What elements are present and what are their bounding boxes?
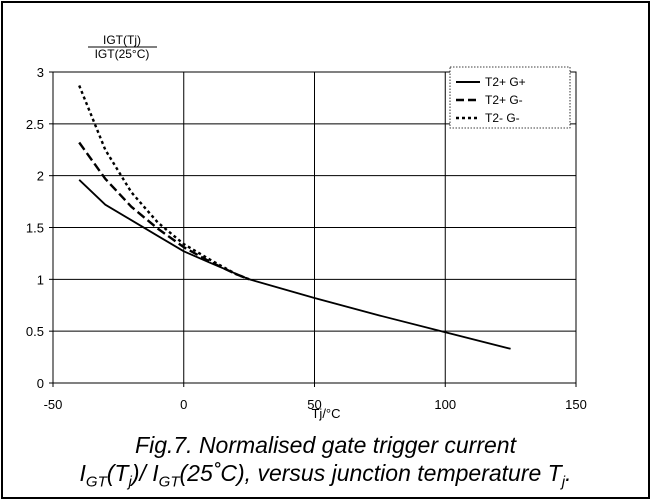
series-line-t2p-gp xyxy=(78,179,511,350)
y-tick-label: 1.5 xyxy=(26,221,44,236)
caption-text-2: )/ I xyxy=(131,460,159,486)
legend: T2+ G+ T2+ G- T2- G- xyxy=(449,66,571,129)
y-axis-label-denominator: IGT(25°C) xyxy=(95,47,150,61)
y-tick-label: 2 xyxy=(37,169,44,184)
series-line-t2n-gn xyxy=(78,85,250,281)
y-tick-label: 2.5 xyxy=(26,117,44,132)
caption-text-3: (25˚C), versus junction temperature T xyxy=(179,460,562,486)
chart-svg: IGT(Tj) IGT(25°C) 00.511.522.53-50 0 50 100… xyxy=(26,33,587,421)
legend-label-t2p-gn: T2+ G- xyxy=(485,93,523,107)
y-tick-label: 0 xyxy=(37,376,44,391)
caption-sub-gt-1: GT xyxy=(85,473,107,491)
caption-sub-j-2: j xyxy=(561,473,566,491)
caption-igt-1: I xyxy=(79,460,86,486)
x-tick-label: 100 xyxy=(434,397,456,412)
y-tick-label: 3 xyxy=(37,65,44,80)
plot-area-border xyxy=(52,71,577,384)
caption-line-1: Fig.7. Normalised gate trigger current xyxy=(135,432,516,458)
tick-labels: 00.511.522.53-50 0 50 100 150 xyxy=(26,65,587,412)
caption-line-2: IGT(Tj)/ IGT(25˚C), versus junction temp… xyxy=(0,460,651,491)
caption-text-1: (T xyxy=(106,460,129,486)
x-tick-label: 50 xyxy=(307,397,321,412)
legend-label-t2p-gp: T2+ G+ xyxy=(485,75,526,89)
x-axis-label: Tj/°C xyxy=(311,406,340,421)
y-axis-label-numerator: IGT(Tj) xyxy=(103,33,141,47)
x-tick-label: -50 xyxy=(44,397,63,412)
x-tick-label: 150 xyxy=(565,397,587,412)
series-line-t2p-gn xyxy=(78,141,250,281)
y-tick-label: 1 xyxy=(37,272,44,287)
caption-text-4: . xyxy=(565,460,572,486)
caption-sub-gt-2: GT xyxy=(158,473,180,491)
series-lines xyxy=(78,85,511,350)
y-tick-label: 0.5 xyxy=(26,324,44,339)
caption-sub-j-1: j xyxy=(128,473,132,491)
legend-label-t2n-gn: T2- G- xyxy=(485,111,520,125)
x-tick-label: 0 xyxy=(180,397,187,412)
